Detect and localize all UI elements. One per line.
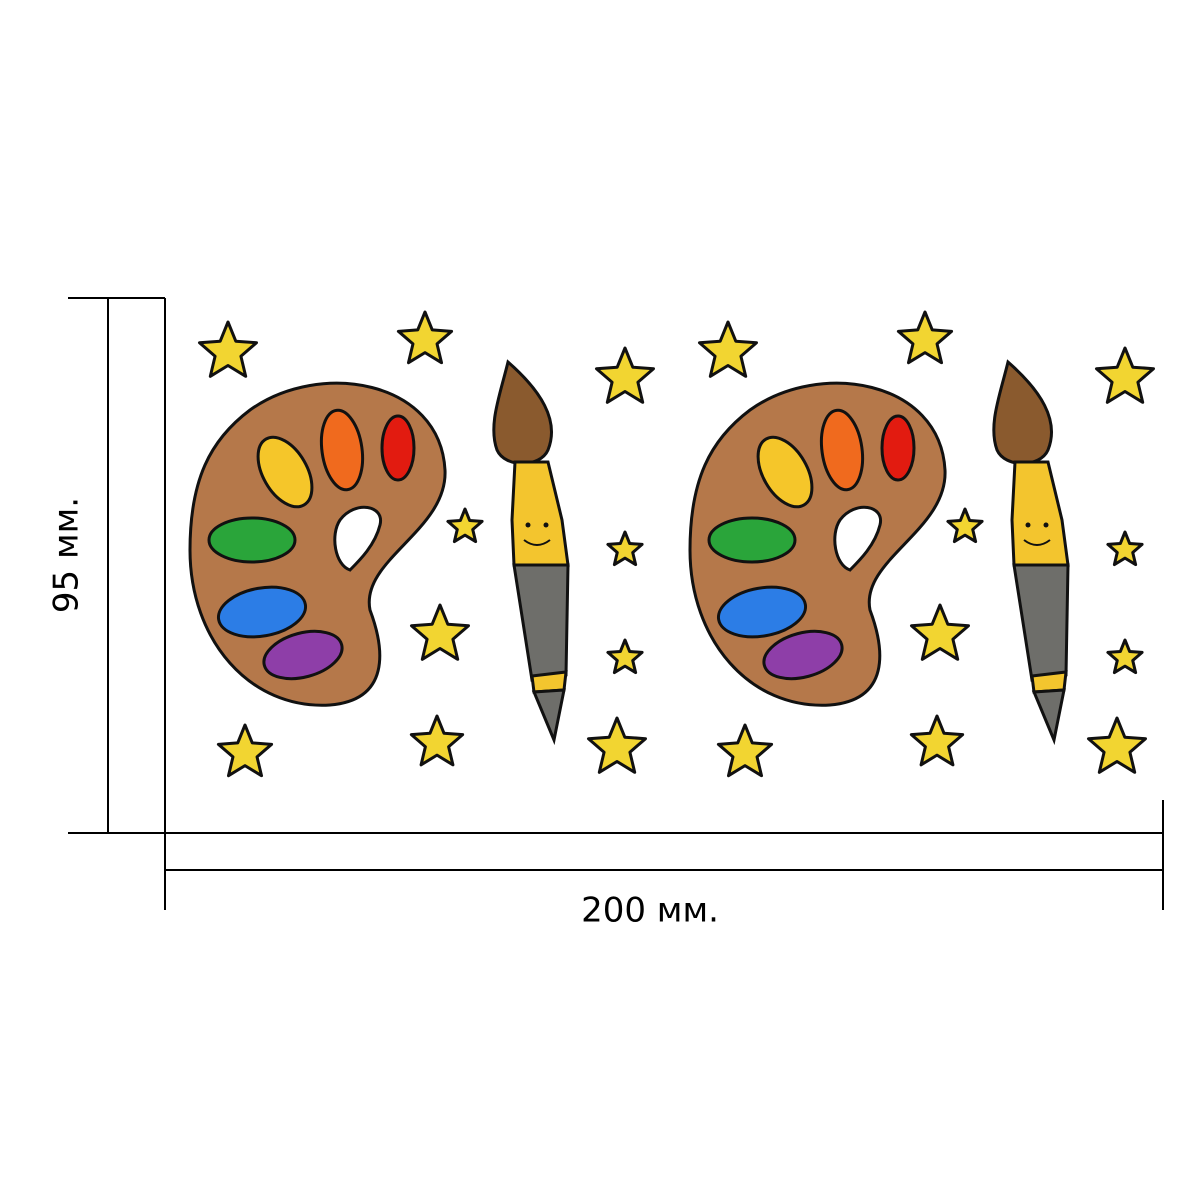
dimension-lines bbox=[68, 297, 1164, 910]
illustration bbox=[190, 312, 1154, 776]
width-label: 200 мм. bbox=[581, 891, 719, 931]
height-label: 95 мм. bbox=[47, 497, 87, 613]
